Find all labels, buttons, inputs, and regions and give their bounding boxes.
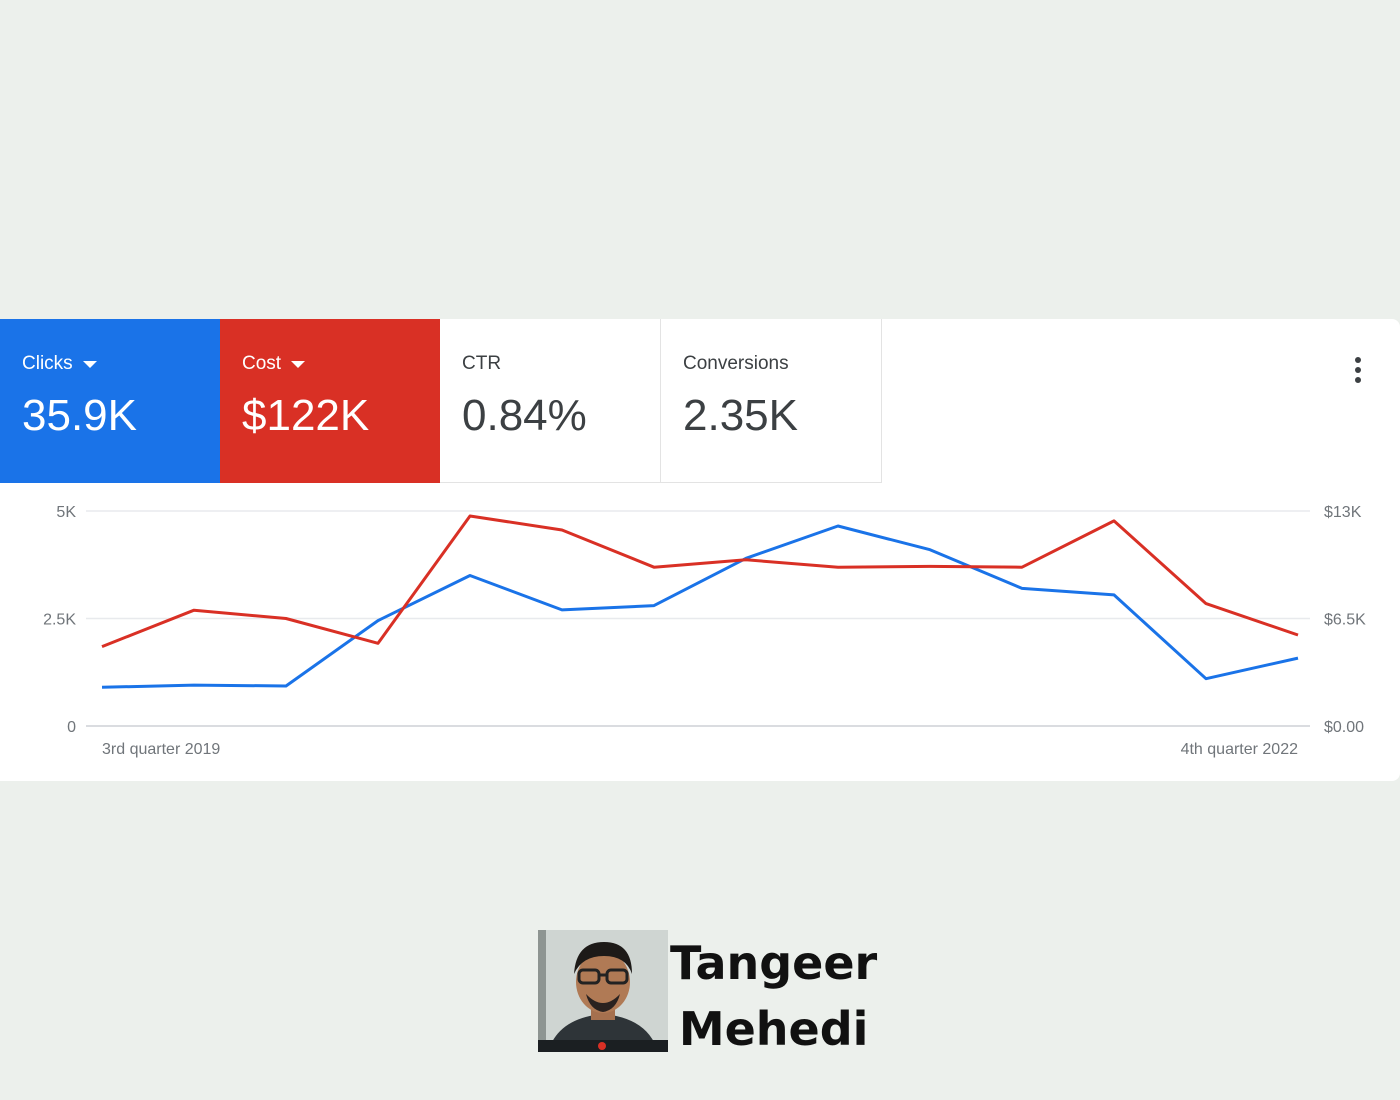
tile-ctr-label: CTR: [462, 353, 502, 374]
presenter: Tangeer Mehedi: [538, 930, 877, 1062]
presenter-photo: [538, 930, 668, 1052]
line-chart: 0 $0.00 2.5K $6.5K 5K $13K 3rd quarter 2019 4th…: [43, 504, 1366, 758]
left-tick-label: 5K: [56, 504, 76, 521]
series-line-cost: [101, 514, 1299, 648]
left-tick-label: 2.5K: [43, 612, 76, 629]
metric-tiles: Clicks 35.9K Cost $122K CTR 0.84% Conver…: [0, 319, 882, 483]
presenter-name: Tangeer Mehedi: [670, 930, 877, 1062]
chevron-down-icon[interactable]: [82, 360, 97, 368]
right-tick-label: $0.00: [1324, 719, 1364, 736]
tile-cost-value: $122K: [242, 391, 370, 440]
tile-clicks-value: 35.9K: [22, 391, 137, 440]
right-tick-label: $6.5K: [1324, 612, 1366, 629]
series-line-clicks: [101, 524, 1299, 689]
tile-conversions[interactable]: Conversions 2.35K: [661, 319, 882, 483]
x-tick-label: 4th quarter 2022: [1181, 741, 1299, 758]
tile-conversions-label: Conversions: [683, 353, 789, 374]
presenter-last-name: Mehedi: [678, 1002, 869, 1056]
tile-cost[interactable]: Cost $122K: [220, 319, 440, 483]
tile-ctr-value: 0.84%: [462, 391, 587, 440]
tile-clicks[interactable]: Clicks 35.9K: [0, 319, 220, 483]
left-tick-label: 0: [67, 719, 76, 736]
tile-ctr[interactable]: CTR 0.84%: [440, 319, 661, 483]
more-vert-icon[interactable]: [1354, 357, 1362, 383]
tile-cost-label: Cost: [242, 353, 282, 374]
tile-clicks-label: Clicks: [22, 353, 73, 374]
chevron-down-icon[interactable]: [291, 360, 306, 368]
x-tick-label: 3rd quarter 2019: [102, 741, 220, 758]
right-tick-label: $13K: [1324, 504, 1362, 521]
tile-conversions-value: 2.35K: [683, 391, 798, 440]
performance-card: Clicks 35.9K Cost $122K CTR 0.84% Conver…: [0, 319, 1400, 781]
presenter-first-name: Tangeer: [670, 936, 878, 990]
